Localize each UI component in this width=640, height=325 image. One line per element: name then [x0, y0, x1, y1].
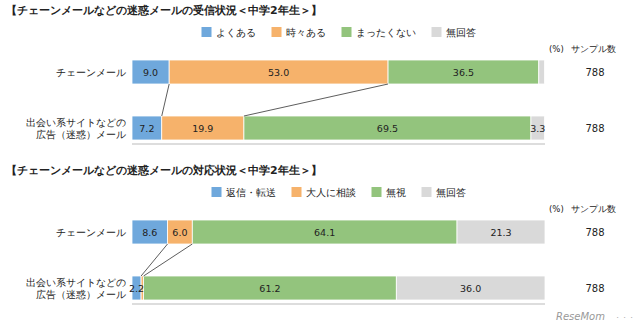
connector-line	[162, 84, 169, 116]
data-label: 36.5	[453, 67, 474, 78]
data-label: 9.0	[143, 67, 158, 78]
legend: よくある 時々ある まったくない 無回答	[202, 27, 476, 38]
legend-swatch	[372, 187, 382, 197]
legend-label: まったくない	[356, 27, 416, 38]
bar-segment	[162, 116, 244, 140]
category-label: チェーンメール	[56, 227, 126, 238]
sample-size: 788	[585, 123, 604, 134]
data-label: 53.0	[268, 67, 289, 78]
legend-label: 無視	[386, 187, 406, 198]
legend-swatch	[292, 187, 302, 197]
data-label: 3.3	[530, 123, 545, 134]
bar-segment	[169, 60, 388, 84]
sample-size: 788	[585, 283, 604, 294]
category-label-line: チェーンメール	[56, 67, 126, 78]
data-label: 8.6	[142, 227, 157, 238]
connector-line	[244, 84, 388, 116]
chart-panel: 【チェーンメールなどの迷惑メールの受信状況＜中学2年生＞】 9.0 53.0 36.5…	[6, 4, 616, 144]
chart-title: 【チェーンメールなどの迷惑メールの対応状況＜中学2年生＞】	[6, 164, 322, 177]
sample-header: サンプル数	[571, 44, 616, 54]
data-label: 19.9	[192, 123, 213, 134]
watermark: ReseMom	[556, 311, 605, 322]
data-label: 61.2	[259, 283, 280, 294]
legend-label: 大人に相談	[306, 187, 356, 198]
category-label-line: 出会い系サイトなどの	[26, 277, 126, 288]
unit-label: (%)	[549, 44, 564, 54]
data-labels: 8.6 6.0 64.1 21.3 2.2 61.2 36.0	[129, 227, 512, 294]
category-label-line: 広告（迷惑）メール	[36, 289, 126, 300]
legend-label: 時々ある	[286, 27, 326, 38]
data-label: 2.2	[129, 283, 144, 294]
chart-root: 【チェーンメールなどの迷惑メールの受信状況＜中学2年生＞】 9.0 53.0 36.5…	[0, 0, 640, 325]
category-label-line: 出会い系サイトなどの	[26, 117, 126, 128]
data-label: 6.0	[172, 227, 187, 238]
legend-label: 返信・転送	[226, 187, 276, 198]
legend-swatch	[432, 27, 442, 37]
data-label: 21.3	[490, 227, 511, 238]
category-label-line: チェーンメール	[56, 227, 126, 238]
connector-line	[141, 244, 167, 276]
bar-segment	[531, 116, 545, 140]
bar-segment	[144, 276, 397, 300]
legend-swatch	[342, 27, 352, 37]
category-label: 出会い系サイトなどの広告（迷惑）メール	[26, 277, 126, 300]
bar-segment	[396, 276, 545, 300]
chart-panel: 【チェーンメールなどの迷惑メールの対応状況＜中学2年生＞】 8.6 6.0 64.1 2…	[6, 164, 616, 304]
data-label: 64.1	[314, 227, 335, 238]
legend-swatch	[422, 187, 432, 197]
data-label: 36.0	[460, 283, 481, 294]
chart-title: 【チェーンメールなどの迷惑メールの受信状況＜中学2年生＞】	[6, 4, 322, 17]
bar-segment	[168, 220, 193, 244]
bars	[132, 220, 545, 300]
category-label: チェーンメール	[56, 67, 126, 78]
legend-swatch	[202, 27, 212, 37]
watermark-mark: ・・・	[614, 314, 635, 322]
category-label-line: 広告（迷惑）メール	[36, 129, 126, 140]
data-label: 69.5	[377, 123, 398, 134]
bar-segment	[132, 220, 168, 244]
bar-segment	[132, 60, 169, 84]
legend-label: よくある	[216, 27, 256, 38]
sample-size: 788	[585, 227, 604, 238]
connector-line	[144, 244, 193, 276]
bar-segment	[132, 116, 162, 140]
bars	[132, 60, 545, 140]
x-axis-line	[132, 304, 545, 305]
unit-label: (%)	[549, 204, 564, 214]
data-label: 7.2	[139, 123, 154, 134]
legend-label: 無回答	[436, 187, 466, 198]
sample-size: 788	[585, 67, 604, 78]
bar-segment	[539, 60, 545, 84]
legend: 返信・転送 大人に相談 無視 無回答	[212, 187, 466, 198]
legend-label: 無回答	[446, 27, 476, 38]
bar-segment	[244, 116, 531, 140]
bar-segment	[192, 220, 457, 244]
legend-swatch	[272, 27, 282, 37]
sample-header: サンプル数	[571, 204, 616, 214]
data-labels: 9.0 53.0 36.5 7.2 19.9 69.5 3.3	[139, 67, 545, 134]
x-axis-line	[132, 144, 545, 145]
category-label: 出会い系サイトなどの広告（迷惑）メール	[26, 117, 126, 140]
bar-segment	[457, 220, 545, 244]
legend-swatch	[212, 187, 222, 197]
bar-segment	[388, 60, 539, 84]
